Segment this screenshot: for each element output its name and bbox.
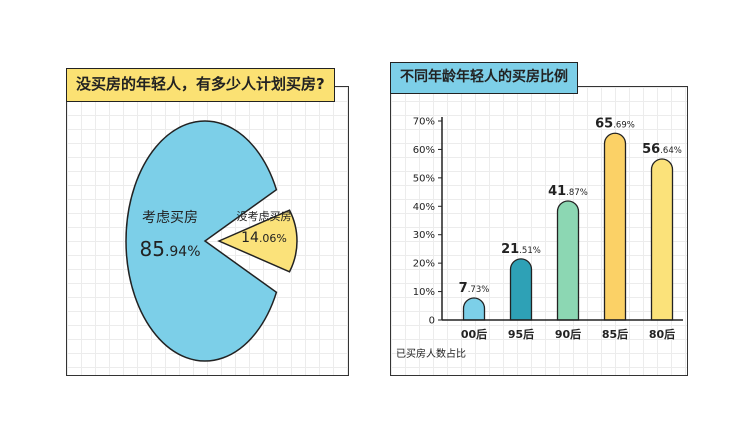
bar-value-int: 21 — [501, 242, 519, 257]
bar-85后 — [603, 132, 627, 321]
bar-chart-panel — [390, 86, 688, 376]
y-tick-label: 30% — [413, 230, 435, 241]
pie-small-value: 14.06% — [241, 230, 287, 246]
y-tick-label: 40% — [413, 202, 435, 213]
bar-value-label: 7.73% — [459, 281, 490, 296]
bar-value-label: 65.69% — [595, 116, 635, 131]
pie-large-label: 考虑买房 — [142, 210, 198, 226]
x-category-label: 80后 — [649, 327, 675, 341]
pie-chart-title: 没买房的年轻人，有多少人计划买房? — [66, 68, 335, 102]
x-axis: 00后 95后 90后 85后 80后 — [442, 319, 683, 341]
x-category-label: 85后 — [602, 327, 628, 341]
pie-slice-large — [125, 120, 278, 362]
bar-00后 — [462, 297, 486, 321]
x-category-label: 95后 — [508, 327, 534, 341]
y-tick-label: 20% — [413, 259, 435, 270]
bar-value-label: 21.51% — [501, 242, 541, 257]
y-tick-label: 10% — [413, 287, 435, 298]
bar-90后 — [556, 200, 580, 321]
bar-95后 — [509, 258, 533, 321]
pie-large-value-dec: .94% — [165, 244, 201, 260]
bar-value-dec: .87% — [566, 188, 588, 198]
bar-value-int: 56 — [642, 142, 660, 157]
bar-value-dec: .69% — [613, 120, 635, 130]
y-tick-label: 60% — [413, 145, 435, 156]
y-tick-label: 50% — [413, 173, 435, 184]
pie-small-value-int: 14 — [241, 230, 259, 246]
bar-chart-note: 已买房人数占比 — [396, 347, 466, 360]
pie-small-label: 没考虑买房 — [237, 210, 292, 223]
bar-value-dec: .51% — [519, 246, 541, 256]
bar-value-label: 41.87% — [548, 184, 588, 199]
bar-80后 — [650, 158, 674, 321]
x-category-label: 00后 — [461, 327, 487, 341]
bar-value-int: 41 — [548, 184, 566, 199]
x-category-label: 90后 — [555, 327, 581, 341]
bar-value-int: 65 — [595, 116, 613, 131]
bar-value-dec: .64% — [660, 146, 682, 156]
pie-small-value-dec: .06% — [259, 232, 287, 245]
y-axis: 0 10% 20% 30% 40% 50% 60% 70% — [413, 117, 443, 327]
y-tick-label: 70% — [413, 117, 435, 128]
bar-value-label: 56.64% — [642, 142, 682, 157]
y-tick-label: 0 — [429, 316, 435, 327]
pie-large-value-int: 85 — [139, 237, 164, 261]
bars: 7.73% 21.51% 41.87% 65.69% 56.64% — [459, 116, 682, 321]
bar-chart-title: 不同年龄年轻人的买房比例 — [390, 62, 578, 94]
bar-value-int: 7 — [459, 281, 468, 296]
pie-large-value: 85.94% — [139, 237, 200, 261]
pie-slice-small — [217, 209, 298, 273]
bar-value-dec: .73% — [468, 285, 490, 295]
